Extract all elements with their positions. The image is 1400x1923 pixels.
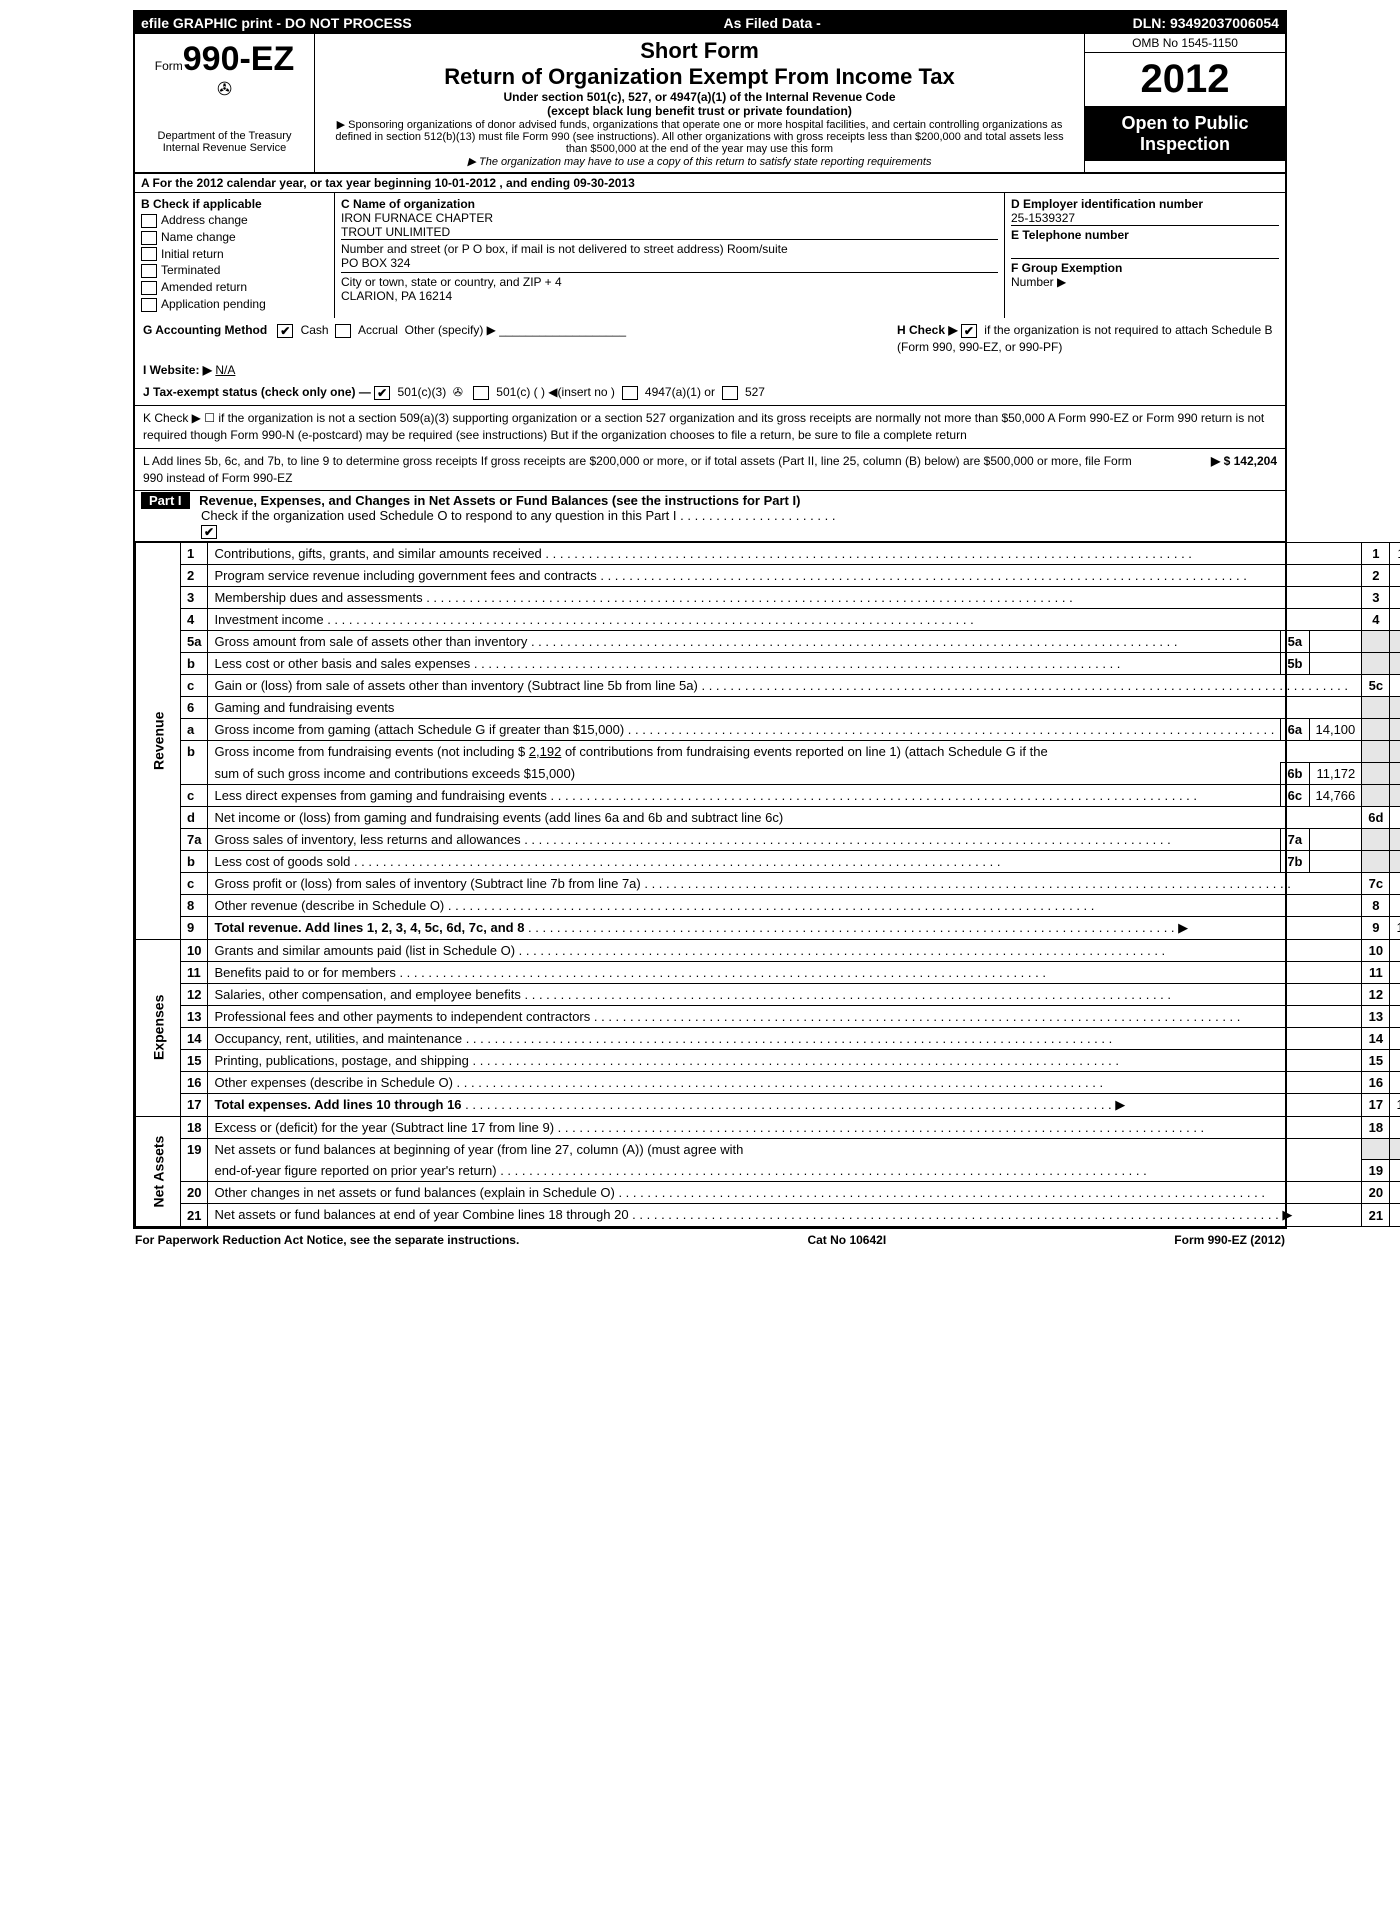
- open-public: Open to Public Inspection: [1085, 107, 1285, 161]
- org-name: IRON FURNACE CHAPTER: [341, 211, 998, 225]
- val-17: 102,755: [1390, 1093, 1400, 1116]
- return-title: Return of Organization Exempt From Incom…: [325, 64, 1074, 90]
- website: N/A: [215, 363, 235, 377]
- chk-amended[interactable]: [141, 281, 157, 295]
- chk-initial[interactable]: [141, 247, 157, 261]
- val-20: [1390, 1182, 1400, 1204]
- tax-year: 2012: [1085, 53, 1285, 107]
- footer-left: For Paperwork Reduction Act Notice, see …: [135, 1233, 519, 1247]
- d-label: D Employer identification number: [1011, 197, 1279, 211]
- val-8: [1390, 894, 1400, 916]
- b-label: B Check if applicable: [141, 197, 328, 211]
- val-10: 39,760: [1390, 939, 1400, 961]
- val-14: 710: [1390, 1027, 1400, 1049]
- footer-mid: Cat No 10642I: [807, 1233, 886, 1247]
- header: Form990-EZ ✇ Department of the Treasury …: [135, 34, 1285, 174]
- topbar-left: efile GRAPHIC print - DO NOT PROCESS: [141, 15, 412, 31]
- topbar-right: DLN: 93492037006054: [1133, 15, 1279, 31]
- val-5c: [1390, 674, 1400, 696]
- city: CLARION, PA 16214: [341, 289, 452, 303]
- ein: 25-1539327: [1011, 211, 1279, 225]
- section-bcdef: B Check if applicable Address change Nam…: [135, 193, 1285, 318]
- header-left: Form990-EZ ✇ Department of the Treasury …: [135, 34, 315, 172]
- org-name2: TROUT UNLIMITED: [341, 225, 998, 239]
- dept: Department of the Treasury: [141, 130, 308, 142]
- sponsor-note: ▶ Sponsoring organizations of donor advi…: [325, 118, 1074, 155]
- top-bar: efile GRAPHIC print - DO NOT PROCESS As …: [135, 12, 1285, 34]
- col-def: D Employer identification number 25-1539…: [1005, 193, 1285, 318]
- l-value: ▶ $ 142,204: [1137, 453, 1277, 487]
- part1-label: Part I: [141, 492, 190, 509]
- val-5a: [1309, 630, 1362, 652]
- footer-right: Form 990-EZ (2012): [1174, 1233, 1285, 1247]
- section-ghij: G Accounting Method ✔ Cash Accrual Other…: [135, 318, 1285, 406]
- netassets-label: Net Assets: [136, 1116, 181, 1227]
- val-6d: 10,506: [1390, 806, 1400, 828]
- val-15: 813: [1390, 1049, 1400, 1071]
- val-5b: [1309, 652, 1362, 674]
- topbar-mid: As Filed Data -: [724, 15, 821, 31]
- chk-527[interactable]: [722, 386, 738, 400]
- col-c: C Name of organization IRON FURNACE CHAP…: [335, 193, 1005, 318]
- val-7b: [1309, 850, 1362, 872]
- val-19: 51,641: [1390, 1160, 1400, 1182]
- val-6a: 14,100: [1309, 718, 1362, 740]
- expenses-label: Expenses: [136, 939, 181, 1116]
- form-prefix: Form: [155, 59, 183, 73]
- copy-note: ▶ The organization may have to use a cop…: [325, 155, 1074, 168]
- page-footer: For Paperwork Reduction Act Notice, see …: [129, 1229, 1291, 1251]
- section-k: K Check ▶ ☐ if the organization is not a…: [135, 406, 1285, 449]
- val-6c: 14,766: [1309, 784, 1362, 806]
- val-11: [1390, 961, 1400, 983]
- f-label2: Number ▶: [1011, 275, 1066, 289]
- val-7a: [1309, 828, 1362, 850]
- f-label: F Group Exemption: [1011, 261, 1122, 275]
- omb: OMB No 1545-1150: [1085, 34, 1285, 53]
- chk-h[interactable]: ✔: [961, 324, 977, 338]
- val-4: [1390, 608, 1400, 630]
- val-13: 56,488: [1390, 1005, 1400, 1027]
- irs: Internal Revenue Service: [141, 142, 308, 154]
- chk-accrual[interactable]: [335, 324, 351, 338]
- addr: PO BOX 324: [341, 256, 410, 270]
- lines-table: Revenue 1 Contributions, gifts, grants, …: [135, 542, 1400, 1228]
- e-label: E Telephone number: [1011, 225, 1279, 244]
- part1-header: Part I Revenue, Expenses, and Changes in…: [135, 491, 1285, 542]
- chk-name[interactable]: [141, 231, 157, 245]
- chk-address[interactable]: [141, 214, 157, 228]
- val-3: [1390, 586, 1400, 608]
- chk-501c[interactable]: [473, 386, 489, 400]
- header-mid: Short Form Return of Organization Exempt…: [315, 34, 1085, 172]
- except: (except black lung benefit trust or priv…: [325, 104, 1074, 118]
- val-1: 116,932: [1390, 542, 1400, 564]
- val-18: 24,683: [1390, 1116, 1400, 1138]
- col-b: B Check if applicable Address change Nam…: [135, 193, 335, 318]
- chk-4947[interactable]: [622, 386, 638, 400]
- val-12: [1390, 983, 1400, 1005]
- chk-terminated[interactable]: [141, 264, 157, 278]
- val-2: [1390, 564, 1400, 586]
- c-label: C Name of organization: [341, 197, 998, 211]
- val-16: 4,984: [1390, 1071, 1400, 1093]
- line-a: A For the 2012 calendar year, or tax yea…: [135, 174, 1285, 193]
- revenue-label: Revenue: [136, 542, 181, 939]
- val-7c: [1390, 872, 1400, 894]
- header-right: OMB No 1545-1150 2012 Open to Public Ins…: [1085, 34, 1285, 172]
- chk-cash[interactable]: ✔: [277, 324, 293, 338]
- short-form: Short Form: [325, 38, 1074, 64]
- form-number: 990-EZ: [183, 40, 295, 78]
- form-page: efile GRAPHIC print - DO NOT PROCESS As …: [133, 10, 1287, 1229]
- subtitle: Under section 501(c), 527, or 4947(a)(1)…: [325, 90, 1074, 104]
- section-l: L Add lines 5b, 6c, and 7b, to line 9 to…: [135, 449, 1285, 492]
- addr-label: Number and street (or P O box, if mail i…: [341, 242, 788, 256]
- val-6b: 11,172: [1309, 762, 1362, 784]
- chk-part1[interactable]: ✔: [201, 525, 217, 539]
- val-21: 76,324: [1390, 1204, 1400, 1227]
- chk-pending[interactable]: [141, 298, 157, 312]
- chk-501c3[interactable]: ✔: [374, 386, 390, 400]
- val-9: 127,438: [1390, 916, 1400, 939]
- city-label: City or town, state or country, and ZIP …: [341, 275, 562, 289]
